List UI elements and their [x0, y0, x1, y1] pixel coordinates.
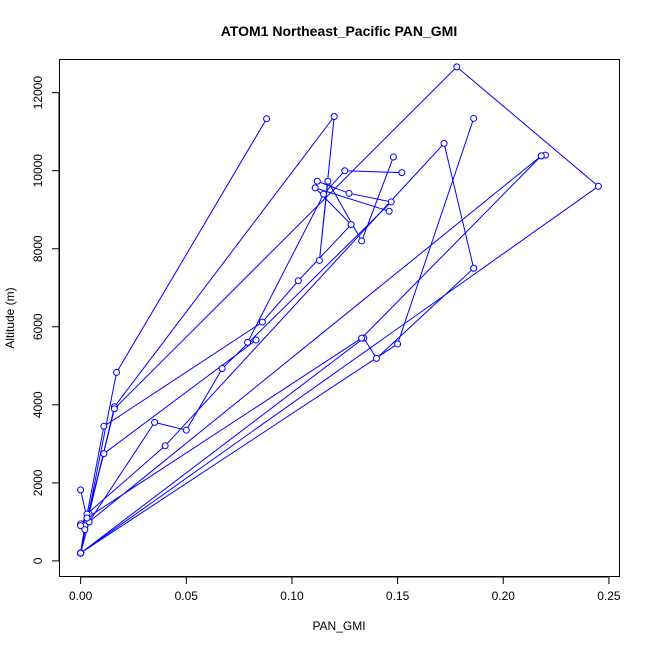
y-tick-label: 10000 [31, 154, 45, 188]
series-line-6 [80, 142, 475, 554]
series-line-11 [80, 155, 542, 554]
series-line-1 [80, 118, 268, 554]
data-point [470, 264, 478, 272]
data-point [252, 336, 260, 344]
data-point [389, 153, 397, 161]
data-point [81, 526, 89, 534]
data-point [347, 221, 355, 229]
x-tick-label: 0.15 [386, 589, 410, 603]
data-point [358, 334, 366, 342]
data-point [77, 549, 85, 557]
data-point [358, 237, 366, 245]
data-point [218, 365, 226, 373]
data-point [182, 426, 190, 434]
data-point [537, 152, 545, 160]
x-axis-label: PAN_GMI [312, 619, 365, 633]
plot-series-points [77, 63, 602, 557]
series-line-9 [80, 118, 475, 554]
data-point [324, 177, 332, 185]
data-point [372, 354, 380, 362]
data-point [258, 318, 266, 326]
data-point [385, 207, 393, 215]
data-point [330, 112, 338, 120]
data-point [470, 114, 478, 122]
data-point [387, 198, 395, 206]
data-point [110, 405, 118, 413]
plot-area-frame [59, 59, 620, 577]
data-point [77, 486, 85, 494]
x-tick-label: 0.25 [597, 589, 621, 603]
y-tick-label: 0 [31, 557, 45, 564]
y-axis-label: Altitude (m) [3, 287, 17, 348]
data-point [320, 190, 328, 198]
x-tick-label: 0.20 [492, 589, 516, 603]
y-tick-label: 8000 [31, 235, 45, 262]
data-point [398, 169, 406, 177]
data-point [453, 63, 461, 71]
x-tick-label: 0.05 [175, 589, 199, 603]
data-point [440, 139, 448, 147]
data-point [311, 184, 319, 192]
data-point [341, 167, 349, 175]
y-tick-label: 4000 [31, 391, 45, 418]
x-axis: 0.00 0.05 0.10 0.15 0.20 0.25 [69, 576, 621, 603]
series-line-5 [80, 180, 393, 527]
data-point [113, 368, 121, 376]
data-point [151, 418, 159, 426]
data-point [77, 522, 85, 530]
data-point [313, 177, 321, 185]
y-tick-label: 2000 [31, 469, 45, 496]
data-point [263, 115, 271, 123]
series-line-4 [80, 170, 402, 519]
data-point [394, 340, 402, 348]
data-point [315, 256, 323, 264]
data-point [294, 277, 302, 285]
data-point [100, 450, 108, 458]
data-point [244, 338, 252, 346]
data-point [161, 442, 169, 450]
data-point [83, 514, 91, 522]
plot-series-lines [80, 66, 600, 554]
x-tick-label: 0.00 [69, 589, 93, 603]
chart-title: ATOM1 Northeast_Pacific PAN_GMI [221, 23, 458, 39]
y-axis: 0 2000 4000 6000 8000 10000 12000 [31, 76, 60, 564]
data-point [345, 189, 353, 197]
series-line-7 [80, 66, 600, 554]
x-tick-label: 0.10 [280, 589, 304, 603]
series-line-10 [80, 267, 475, 554]
data-point [100, 422, 108, 430]
data-point [594, 182, 602, 190]
y-tick-label: 12000 [31, 76, 45, 110]
y-tick-label: 6000 [31, 313, 45, 340]
